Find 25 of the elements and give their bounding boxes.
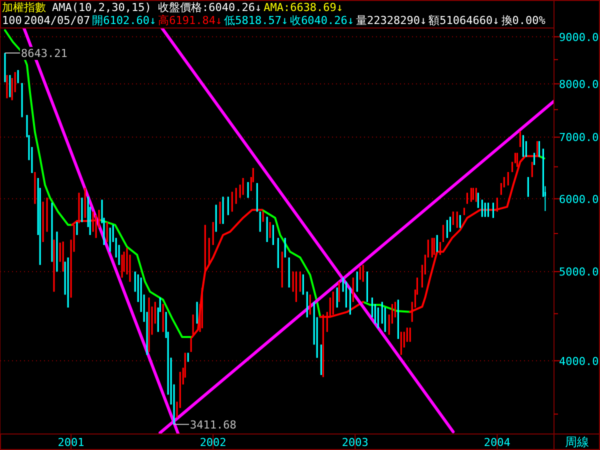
text: 100 [2, 14, 22, 27]
y-tick-label: 5000.0 [559, 266, 599, 279]
text: 換0.00% [501, 14, 546, 27]
text: 2004/05/07 [24, 14, 90, 27]
text: 低5818.57↓ [224, 14, 288, 27]
x-tick-label: 2001 [58, 436, 84, 449]
text: AMA:6638.69↓ [264, 1, 344, 14]
text: 高6191.84↓ [158, 14, 222, 27]
x-tick-label: 2002 [200, 436, 226, 449]
chart-subtitle: AMA(10,2,30,15) 收盤價格:6040.26↓ [52, 1, 262, 14]
x-tick-label: 2003 [342, 436, 368, 449]
text: 收6040.26↓ [290, 14, 354, 27]
y-tick-label: 8000.0 [559, 78, 599, 91]
text: 開6102.60↓ [92, 14, 156, 27]
x-tick-label: 2004 [484, 436, 511, 449]
text: 量22328290↓ [356, 14, 427, 27]
y-tick-label: 4000.0 [559, 354, 599, 368]
annotation: 3411.68 [190, 418, 236, 432]
annotation: 8643.21 [20, 46, 68, 60]
chart-title: 加權指數 [2, 1, 46, 14]
text: 周線 [565, 435, 589, 449]
y-tick-label: 7000.0 [559, 131, 599, 144]
y-tick-label: 9000.0 [559, 30, 599, 44]
y-tick-label: 6000.0 [559, 192, 599, 206]
text: 額51064660↓ [428, 14, 500, 27]
